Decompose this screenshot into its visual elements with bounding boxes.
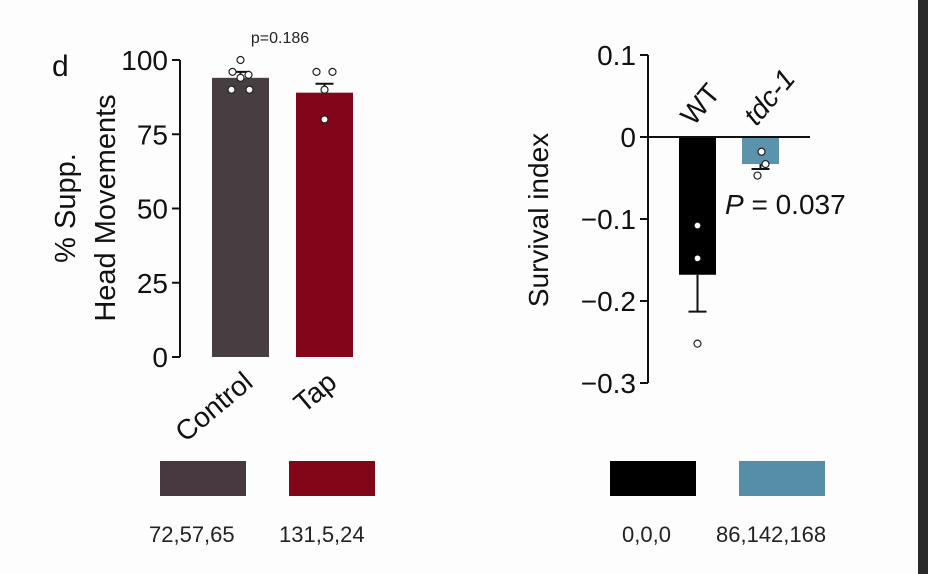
p-symbol: P bbox=[725, 189, 744, 220]
p-value-text: = 0.037 bbox=[744, 189, 846, 220]
data-point-wt bbox=[693, 254, 702, 263]
right-y-tick-label: 0 bbox=[620, 122, 636, 153]
right-p-value-annotation: P = 0.037 bbox=[725, 189, 846, 220]
left-chart: d % Supp. Head Movements p=0.186 0 25 50 75… bbox=[50, 30, 353, 448]
left-y-tick-label: 100 bbox=[121, 45, 168, 76]
swatch-tap bbox=[289, 461, 375, 496]
right-edge-border bbox=[918, 0, 928, 574]
x-label-wt: WT bbox=[674, 78, 726, 131]
rgb-label-wt: 0,0,0 bbox=[622, 522, 671, 547]
right-y-axis-label: Survival index bbox=[523, 133, 554, 307]
swatch-control bbox=[160, 461, 246, 496]
data-point-tap bbox=[328, 67, 337, 76]
right-y-tick-label: −0.3 bbox=[581, 368, 636, 399]
rgb-label-tdc1: 86,142,168 bbox=[716, 522, 827, 547]
rgb-label-tap: 131,5,24 bbox=[279, 522, 365, 547]
right-y-tick-label: −0.2 bbox=[581, 286, 636, 317]
rgb-label-control: 72,57,65 bbox=[149, 522, 235, 547]
data-point-control bbox=[236, 55, 245, 65]
panel-label: d bbox=[52, 50, 69, 83]
data-point-control bbox=[227, 85, 236, 94]
data-point-control bbox=[228, 67, 237, 76]
data-point-tdc-1 bbox=[761, 159, 770, 169]
swatch-tdc1 bbox=[739, 461, 825, 496]
x-label-control: Control bbox=[169, 366, 258, 448]
left-y-tick-label: 50 bbox=[137, 194, 168, 225]
right-chart: Survival index P = 0.037 0.1 0 −0.1 −0.2 −0.… bbox=[523, 40, 846, 399]
right-y-tick-label: 0.1 bbox=[597, 40, 636, 71]
x-label-tap: Tap bbox=[288, 366, 343, 419]
bar-wt bbox=[679, 137, 716, 275]
swatch-wt bbox=[610, 461, 696, 496]
bar-control bbox=[212, 77, 269, 357]
data-point-tap bbox=[312, 67, 321, 76]
data-point-tdc-1 bbox=[757, 147, 766, 156]
data-point-control bbox=[236, 73, 245, 82]
left-y-tick-label: 25 bbox=[137, 268, 168, 299]
left-y-axis-label-line2: Head Movements bbox=[90, 94, 122, 321]
data-point-control bbox=[245, 85, 254, 94]
left-y-tick-label: 0 bbox=[152, 342, 168, 373]
data-point-control bbox=[244, 70, 253, 79]
left-y-axis-label-line1: % Supp. bbox=[50, 153, 82, 263]
data-point-wt bbox=[693, 221, 702, 230]
left-y-tick-label: 75 bbox=[137, 119, 168, 150]
data-point-tap bbox=[320, 115, 329, 124]
data-point-wt bbox=[693, 339, 702, 348]
data-point-tap bbox=[320, 85, 329, 94]
right-y-tick-label: −0.1 bbox=[581, 204, 636, 235]
data-point-tdc-1 bbox=[753, 171, 762, 180]
x-label-tdc-1: tdc-1 bbox=[737, 63, 801, 131]
left-p-value-annotation: p=0.186 bbox=[251, 30, 309, 47]
bar-tap bbox=[296, 92, 353, 358]
